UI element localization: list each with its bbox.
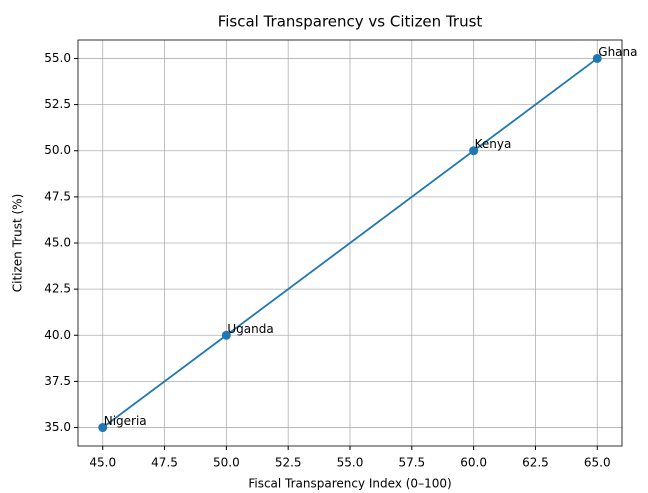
x-tick-label: 50.0 — [213, 456, 240, 470]
chart-title: Fiscal Transparency vs Citizen Trust — [218, 13, 483, 31]
y-axis-label: Citizen Trust (%) — [11, 194, 25, 293]
point-label: Uganda — [227, 322, 273, 336]
plot-frame — [77, 39, 623, 447]
point-label: Nigeria — [104, 414, 147, 428]
y-tick-label: 40.0 — [44, 328, 71, 342]
y-tick-label: 42.5 — [44, 282, 71, 296]
point-label: Kenya — [475, 137, 512, 151]
y-tick-label: 45.0 — [44, 236, 71, 250]
y-tick-label: 52.5 — [44, 97, 71, 111]
point-label: Ghana — [598, 45, 637, 59]
x-tick-label: 55.0 — [337, 456, 364, 470]
x-tick-label: 62.5 — [522, 456, 549, 470]
y-tick-label: 55.0 — [44, 51, 71, 65]
x-axis-label: Fiscal Transparency Index (0–100) — [248, 477, 451, 491]
y-tick-label: 35.0 — [44, 420, 71, 434]
y-tick-label: 47.5 — [44, 189, 71, 203]
x-tick-label: 57.5 — [398, 456, 425, 470]
x-tick-label: 52.5 — [275, 456, 302, 470]
point — [98, 423, 108, 433]
x-tick-label: 65.0 — [584, 456, 611, 470]
y-tick-label: 37.5 — [44, 374, 71, 388]
line — [102, 57, 598, 429]
point — [221, 330, 231, 340]
x-tick-label: 60.0 — [460, 456, 487, 470]
point — [469, 146, 479, 156]
y-tick-label: 50.0 — [44, 143, 71, 157]
x-tick-label: 45.0 — [89, 456, 116, 470]
x-tick-label: 47.5 — [151, 456, 178, 470]
point — [592, 53, 602, 63]
